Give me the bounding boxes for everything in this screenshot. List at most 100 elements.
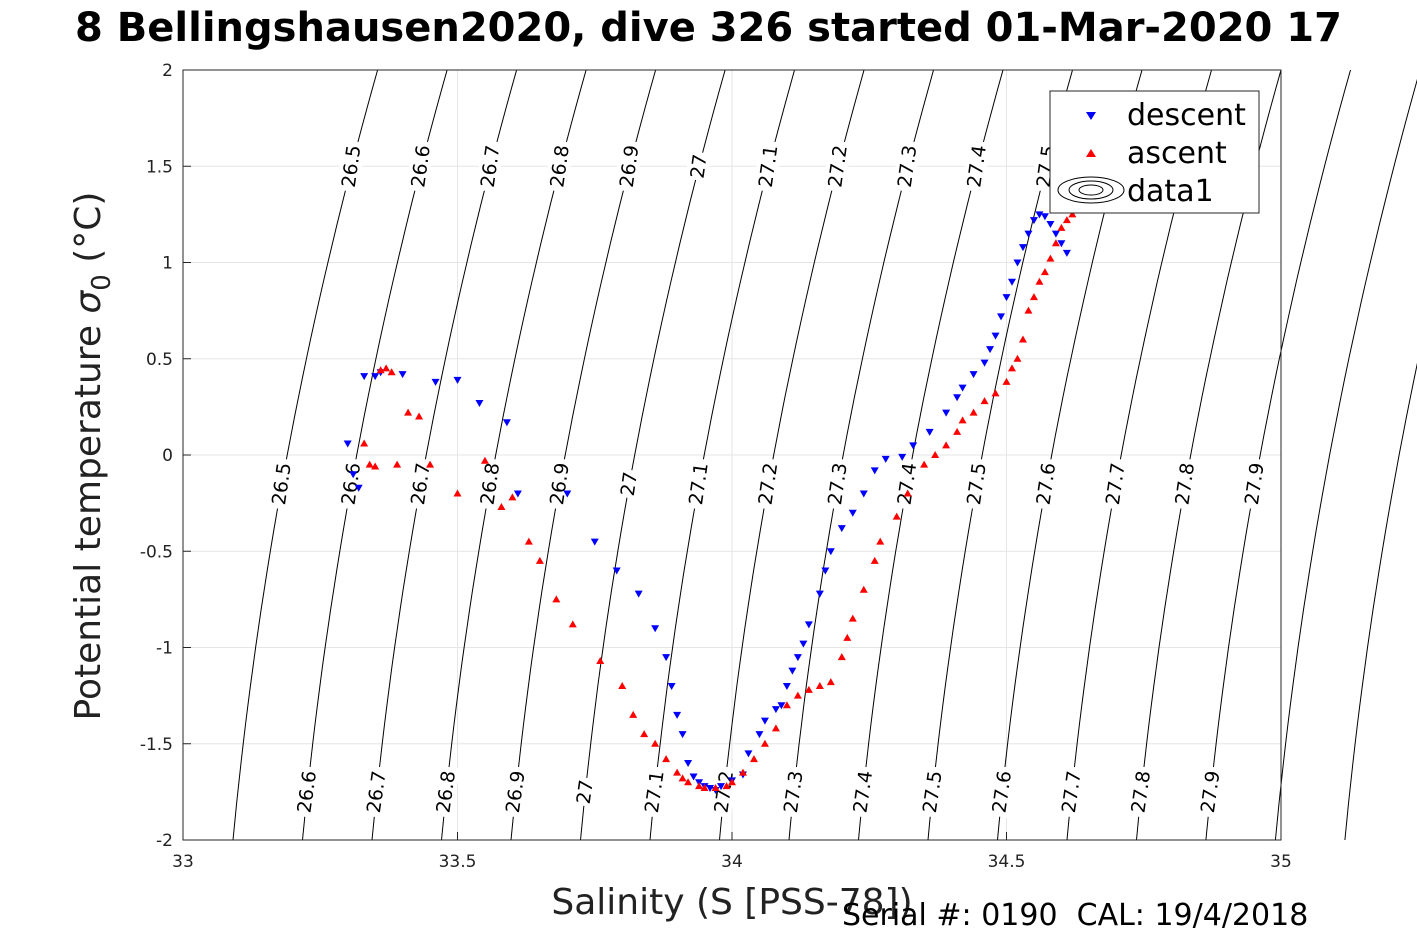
descent-point [777,702,786,710]
legend-ascent-label: ascent [1127,136,1227,171]
y-axis-ticks: 2 1.5 1 0.5 0 -0.5 -1 -1.5 -2 [140,61,191,851]
isopycnal-label-bg [683,457,713,511]
ascent-point [684,778,693,786]
descent-point [1029,217,1038,225]
ascent-point [651,739,660,747]
isopycnal-label-bg [1056,765,1086,819]
descent-point [793,654,802,662]
descent-point [969,371,978,379]
isopycnal-label-bg [614,139,643,193]
y-axis-title-main: Potential temperature [68,314,109,721]
ascent-point [722,782,731,790]
isopycnal-label-bg [571,776,598,808]
descent-point [898,453,907,461]
chart-title: 8 Bellingshausen2020, dive 326 started 0… [75,5,1342,51]
descent-point [804,621,813,629]
ascent-point [1024,306,1033,314]
isopycnal-line [1344,362,1417,841]
ascent-point [1018,335,1027,343]
ascent-point [1007,364,1016,372]
descent-point [513,490,522,498]
isopycnal-line [371,69,518,841]
ascent-point [848,614,857,622]
ascent-point [826,678,835,686]
isopycnal-label-bg [892,457,921,511]
descent-point [1040,213,1049,221]
isopycnal-label-bg [405,139,435,193]
legend-contour-label: data1 [1127,174,1214,209]
descent-point [859,490,868,498]
ascent-point [480,456,489,464]
ascent-point [678,774,687,782]
ascent-point [629,710,638,718]
isopycnal-label: 26.7 [361,765,391,819]
descent-point [744,750,753,758]
isopycnal-label: 27 [685,150,712,182]
ascent-point [662,755,671,763]
ascent-point [568,620,577,628]
data-points [343,210,1077,794]
isopycnal-label: 27.6 [986,765,1016,819]
ascent-point [738,768,747,776]
descent-point [1046,221,1055,228]
isopycnal-line [788,69,934,841]
isopycnal-label-bg [1195,765,1225,819]
descent-point [1035,211,1044,219]
descent-point [662,654,671,662]
descent-point [634,590,643,598]
ascent-point [1057,223,1066,231]
isopycnal-label-bg [892,139,921,193]
descent-point [1057,240,1066,248]
ascent-point [958,416,967,424]
descent-point [667,683,676,690]
isopycnal-label-bg [544,457,574,511]
isopycnal-label: 27 [571,776,598,808]
ascent-point [426,460,435,468]
ascent-point [920,460,929,468]
descent-point [349,471,358,479]
descent-point [612,567,621,575]
isopycnal-label-bg [753,139,782,193]
y-tick-label: -0.5 [140,542,173,562]
ascent-point [711,784,720,792]
ascent-point [404,408,413,416]
descent-point [1002,294,1011,302]
descent-point [371,373,380,381]
y-tick-label: 1 [162,254,173,274]
descent-point [755,731,764,739]
ascent-point [771,724,780,732]
descent-point [1024,230,1033,238]
isopycnal-line [858,69,1004,841]
ascent-point [376,366,385,374]
descent-point [590,538,599,546]
isopycnal-label: 27.5 [961,457,991,511]
ascent-point [508,493,517,501]
descent-point [1007,278,1016,286]
descent-point [870,467,879,475]
descent-point [953,394,962,402]
isopycnal-label-bg [1239,457,1269,511]
descent-point [997,313,1006,321]
y-tick-label: -1 [156,639,173,659]
isopycnal-label: 27 [615,468,642,500]
isopycnal-line [1274,78,1417,841]
descent-point [475,400,484,408]
descent-point [881,455,890,463]
isopycnal-label-bg [1169,457,1199,511]
ascent-point [695,782,704,790]
descent-point [980,359,989,367]
ascent-point [700,784,709,792]
isopycnal-label-bg [961,457,991,511]
y-tick-label: 2 [162,61,173,81]
descent-point [909,442,918,450]
ascent-point [1046,254,1055,262]
ascent-point [640,730,649,738]
isopycnal-label-bg [1125,765,1155,819]
ascent-point [843,633,852,641]
isopycnal-label-bg [500,765,530,819]
x-tick-label: 33 [172,852,194,872]
descent-point [1062,249,1071,257]
isopycnal-contours [232,69,1417,841]
ascent-point [1029,293,1038,301]
x-tick-label: 34 [721,852,743,872]
